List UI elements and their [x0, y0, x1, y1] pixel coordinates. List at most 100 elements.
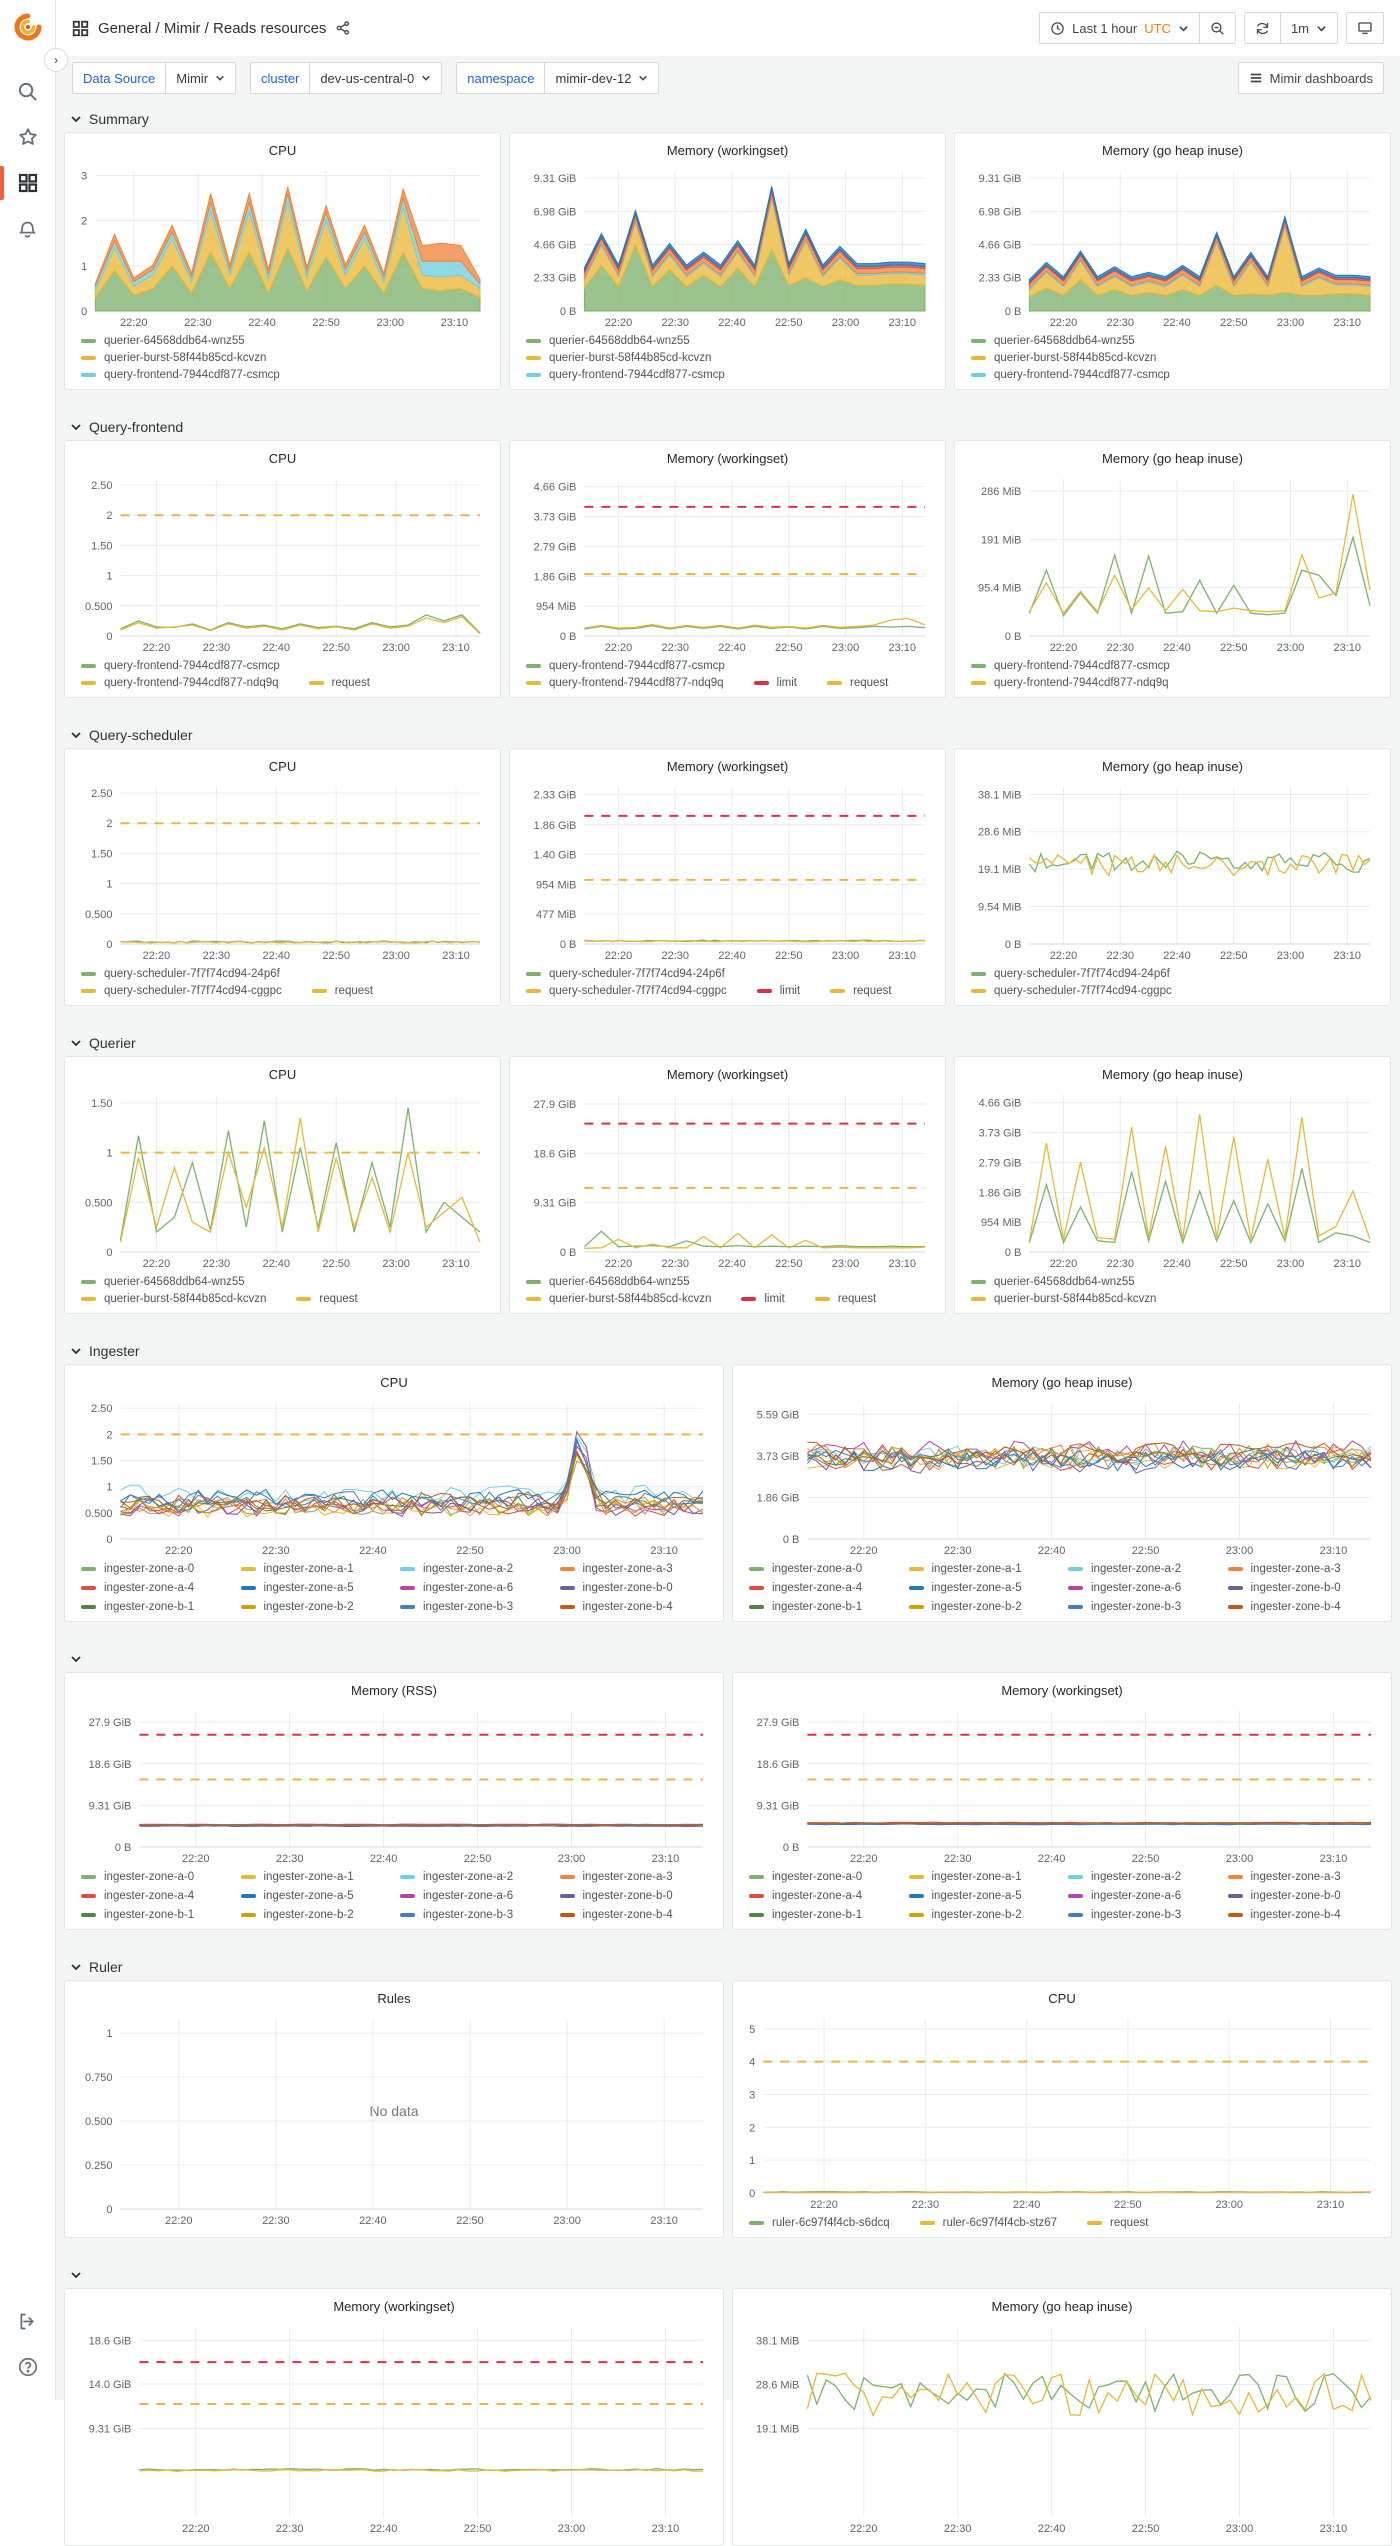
legend-item[interactable]: request [296, 1293, 358, 1305]
legend-item[interactable]: request [308, 677, 370, 689]
panel-title[interactable]: Memory (workingset) [666, 1067, 789, 1082]
panel-chart[interactable]: 0 B 954 MiB 1.86 GiB 2.79 GiB 3.73 GiB 4.66 G… [520, 471, 935, 656]
legend-item[interactable]: ingester-zone-b-2 [908, 1601, 1061, 1613]
panel-title[interactable]: Memory (go heap inuse) [991, 2299, 1133, 2314]
panel-chart[interactable]: 0 B 9.31 GiB 18.6 GiB 27.9 GiB 22:20 22:30 22:… [75, 1703, 713, 1867]
panel-title[interactable]: Memory (go heap inuse) [1102, 451, 1243, 466]
panel-title[interactable]: CPU [1048, 1991, 1076, 2006]
legend-item[interactable]: querier-64568ddb64-wnz55 [81, 335, 245, 347]
sidebar-item-sign-in[interactable] [0, 2298, 56, 2344]
sidebar-item-dashboards[interactable] [0, 160, 56, 206]
legend-item[interactable]: ingester-zone-b-4 [1227, 1909, 1380, 1921]
panel-chart[interactable]: 0 B 477 MiB 954 MiB 1.40 GiB 1.86 GiB 2.33 Gi… [520, 779, 935, 964]
panel-title[interactable]: CPU [380, 1375, 408, 1390]
breadcrumb[interactable]: General / Mimir / Reads resources [72, 20, 351, 37]
legend-item[interactable]: ingester-zone-a-2 [400, 1871, 552, 1883]
panel-title[interactable]: Memory (workingset) [333, 2299, 455, 2314]
panel-title[interactable]: Memory (RSS) [351, 1683, 437, 1698]
legend-item[interactable]: ingester-zone-b-2 [240, 1601, 393, 1613]
panel-chart[interactable]: 0 B 95.4 MiB 191 MiB 286 MiB 22:20 22:30 22:40… [965, 471, 1380, 656]
refresh-interval-picker[interactable]: 1m [1280, 12, 1338, 44]
legend-item[interactable]: ingester-zone-b-3 [1068, 1601, 1220, 1613]
legend-item[interactable]: ingester-zone-b-1 [81, 1909, 233, 1921]
panel-title[interactable]: Memory (workingset) [666, 143, 789, 158]
panel-title[interactable]: Memory (workingset) [1001, 1683, 1123, 1698]
legend-item[interactable]: request [814, 1293, 876, 1305]
refresh-button[interactable] [1243, 12, 1281, 44]
panel-chart[interactable]: 0 1 2 3 22:20 22:30 22:40 22:50 23:00 23:10 [75, 163, 490, 331]
panel-title[interactable]: CPU [268, 451, 297, 466]
panel-title[interactable]: CPU [268, 1067, 297, 1082]
section-header-query-scheduler[interactable]: Query-scheduler [64, 722, 1392, 748]
legend-item[interactable]: ingester-zone-a-6 [1068, 1582, 1220, 1594]
panel-chart[interactable]: 0 B 9.31 GiB 18.6 GiB 27.9 GiB 22:20 22:30 22:… [520, 1087, 935, 1272]
legend-item[interactable]: ingester-zone-b-0 [559, 1582, 712, 1594]
legend-item[interactable]: ingester-zone-a-6 [400, 1890, 552, 1902]
legend-item[interactable]: ingester-zone-b-1 [749, 1909, 901, 1921]
legend-item[interactable]: ingester-zone-a-1 [908, 1563, 1061, 1575]
legend-item[interactable]: query-frontend-7944cdf877-ndq9q [971, 677, 1169, 689]
legend-item[interactable]: query-frontend-7944cdf877-csmcp [81, 660, 280, 672]
panel-chart[interactable]: 0 1 2 3 4 5 22:20 22:30 22:40 22:50 23:00 23:10 [743, 2011, 1381, 2213]
legend-item[interactable]: query-frontend-7944cdf877-csmcp [971, 660, 1170, 672]
legend-item[interactable]: ingester-zone-a-0 [81, 1871, 233, 1883]
panel-chart[interactable]: 0 0.500 1 1.50 22:20 22:30 22:40 22:50 23:00 23:1… [75, 1087, 490, 1272]
legend-item[interactable]: querier-64568ddb64-wnz55 [971, 335, 1135, 347]
panel-chart[interactable]: 0 0.500 1 1.50 2 2.50 22:20 22:30 22:40 22:50 23:0… [75, 1395, 713, 1559]
grafana-logo[interactable] [13, 12, 43, 42]
panel-title[interactable]: CPU [268, 143, 297, 158]
legend-item[interactable]: ingester-zone-a-1 [908, 1871, 1061, 1883]
panel-title[interactable]: Memory (go heap inuse) [1102, 759, 1243, 774]
cluster-select[interactable]: dev-us-central-0 [310, 62, 443, 94]
legend-item[interactable]: ingester-zone-a-4 [749, 1582, 901, 1594]
legend-item[interactable]: ingester-zone-a-2 [1068, 1871, 1220, 1883]
legend-item[interactable]: query-frontend-7944cdf877-ndq9q [526, 677, 724, 689]
panel-title[interactable]: Rules [377, 1991, 411, 2006]
legend-item[interactable]: querier-burst-58f44b85cd-kcvzn [971, 352, 1156, 364]
legend-item[interactable]: ingester-zone-b-0 [1227, 1890, 1380, 1902]
panel-chart[interactable]: 0 B 1.86 GiB 3.73 GiB 5.59 GiB 22:20 22:30 22:… [743, 1395, 1381, 1559]
panel-title[interactable]: Memory (go heap inuse) [991, 1375, 1133, 1390]
legend-item[interactable]: query-scheduler-7f7f74cd94-24p6f [526, 968, 725, 980]
panel-title[interactable]: Memory (go heap inuse) [1102, 143, 1243, 158]
legend-item[interactable]: query-frontend-7944cdf877-ndq9q [81, 677, 279, 689]
legend-item[interactable]: querier-64568ddb64-wnz55 [971, 1276, 1135, 1288]
panel-title[interactable]: Memory (workingset) [666, 759, 789, 774]
sidebar-item-search[interactable] [0, 68, 56, 114]
legend-item[interactable]: request [311, 985, 373, 997]
legend-item[interactable]: query-scheduler-7f7f74cd94-cggpc [526, 985, 727, 997]
legend-item[interactable]: ingester-zone-b-4 [559, 1909, 712, 1921]
legend-item[interactable]: ingester-zone-a-0 [749, 1563, 901, 1575]
legend-item[interactable]: querier-burst-58f44b85cd-kcvzn [81, 352, 266, 364]
legend-item[interactable]: ingester-zone-a-2 [1068, 1563, 1220, 1575]
legend-item[interactable]: querier-64568ddb64-wnz55 [526, 335, 690, 347]
legend-item[interactable]: ingester-zone-b-2 [908, 1909, 1061, 1921]
section-header-ingester[interactable]: Ingester [64, 1338, 1392, 1364]
panel-chart[interactable]: 0 0.500 1 1.50 2 2.50 22:20 22:30 22:40 22:50 23:0… [75, 779, 490, 964]
legend-item[interactable]: ingester-zone-a-5 [908, 1582, 1061, 1594]
legend-item[interactable]: ingester-zone-a-4 [81, 1890, 233, 1902]
legend-item[interactable]: ingester-zone-b-1 [81, 1601, 233, 1613]
legend-item[interactable]: ingester-zone-b-0 [559, 1890, 712, 1902]
legend-item[interactable]: ingester-zone-a-6 [400, 1582, 552, 1594]
legend-item[interactable]: ingester-zone-b-4 [1227, 1601, 1380, 1613]
legend-item[interactable]: query-frontend-7944cdf877-csmcp [526, 660, 725, 672]
panel-chart[interactable]: 0 B 2.33 GiB 4.66 GiB 6.98 GiB 9.31 GiB 22:20… [965, 163, 1380, 331]
legend-item[interactable]: query-frontend-7944cdf877-csmcp [526, 369, 725, 381]
sidebar-item-help[interactable] [0, 2344, 56, 2390]
legend-item[interactable]: ingester-zone-a-6 [1068, 1890, 1220, 1902]
legend-item[interactable]: querier-burst-58f44b85cd-kcvzn [971, 1293, 1156, 1305]
legend-item[interactable]: ingester-zone-b-4 [559, 1601, 712, 1613]
namespace-select[interactable]: mimir-dev-12 [545, 62, 660, 94]
share-icon[interactable] [335, 20, 351, 36]
panel-chart[interactable]: 0 B 2.33 GiB 4.66 GiB 6.98 GiB 9.31 GiB 22:20… [520, 163, 935, 331]
panel-chart[interactable]: 0 B 9.31 GiB 18.6 GiB 27.9 GiB 22:20 22:30 22:… [743, 1703, 1381, 1867]
legend-item[interactable]: request [1087, 2217, 1148, 2229]
section-header-query-frontend[interactable]: Query-frontend [64, 414, 1392, 440]
legend-item[interactable]: querier-burst-58f44b85cd-kcvzn [81, 1293, 266, 1305]
legend-item[interactable]: request [830, 985, 892, 997]
panel-chart[interactable]: 0 B 9.54 MiB 19.1 MiB 28.6 MiB 38.1 MiB 22:20… [965, 779, 1380, 964]
legend-item[interactable]: ingester-zone-a-5 [240, 1890, 393, 1902]
legend-item[interactable]: ingester-zone-a-0 [749, 1871, 901, 1883]
zoom-out-button[interactable] [1199, 12, 1236, 44]
